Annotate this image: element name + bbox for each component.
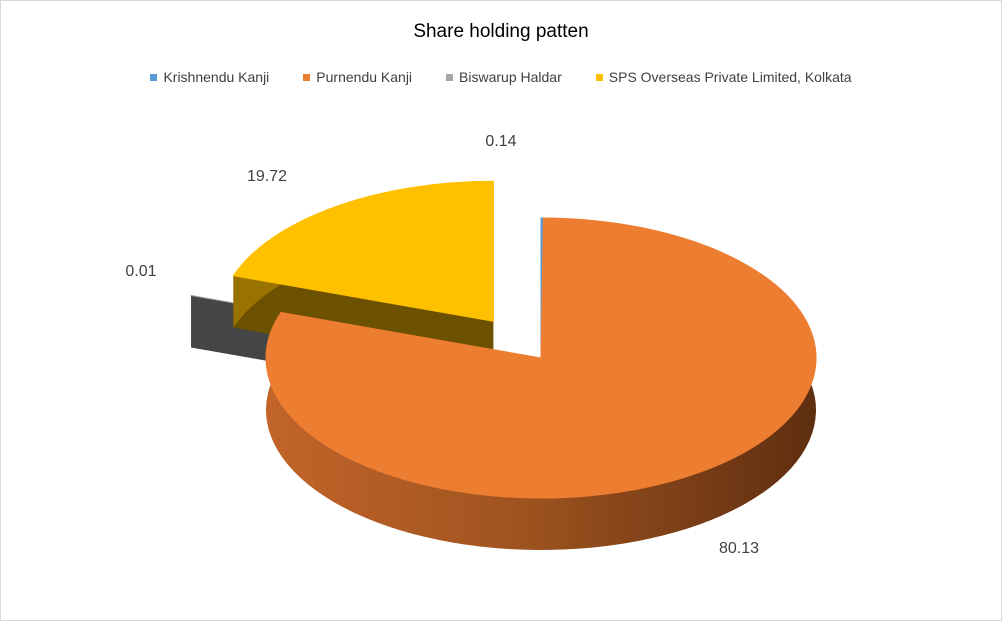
data-label-0: 0.14 [485,133,516,150]
legend-item-purnendu-kanji: Purnendu Kanji [303,69,412,85]
legend-item-biswarup-haldar: Biswarup Haldar [446,69,562,85]
pie-slice-1 [265,217,817,550]
legend-item-sps-overseas: SPS Overseas Private Limited, Kolkata [595,69,852,85]
legend-item-krishnendu-kanji: Krishnendu Kanji [150,69,269,85]
legend-label: Krishnendu Kanji [163,69,270,85]
legend-label: SPS Overseas Private Limited, Kolkata [608,69,852,85]
slice-top-face [265,217,817,499]
legend-label: Purnendu Kanji [316,69,413,85]
legend: Krishnendu Kanji Purnendu Kanji Biswarup… [1,69,1001,85]
legend-swatch [150,73,158,81]
data-label-3: 19.72 [247,168,287,185]
legend-label: Biswarup Haldar [459,69,562,85]
legend-swatch [446,73,454,81]
legend-swatch [595,73,603,81]
chart-title: Share holding patten [413,21,589,42]
data-label-1: 80.13 [719,540,759,557]
data-label-2: 0.01 [125,263,156,280]
slice-top-face [232,180,494,322]
legend-swatch [303,73,311,81]
